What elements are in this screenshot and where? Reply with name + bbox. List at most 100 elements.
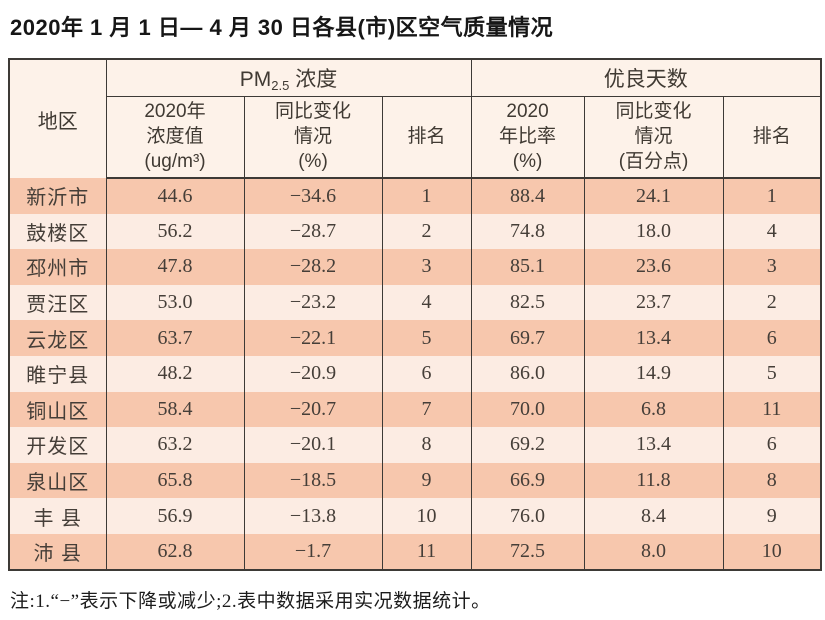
- value-cell: −28.2: [243, 249, 382, 285]
- value-cell: 76.0: [470, 498, 585, 534]
- value-cell: −20.7: [243, 391, 382, 428]
- value-cell: 70.0: [470, 391, 585, 428]
- air-quality-table: 地区 PM2.5 浓度 优良天数 2020年 浓度值 (ug/m³) 同比变化 …: [8, 58, 823, 571]
- pm25-label-subscript: 2.5: [271, 77, 290, 93]
- value-cell: 63.7: [105, 320, 244, 356]
- subheader-pm-value: 2020年 浓度值 (ug/m³): [105, 96, 244, 179]
- value-cell: 47.8: [105, 249, 244, 285]
- value-cell: −23.2: [243, 284, 382, 321]
- subheader-pm-rank: 排名: [381, 96, 472, 179]
- value-cell: 66.9: [470, 462, 585, 499]
- value-cell: 56.2: [105, 213, 244, 250]
- table-row: 开发区 63.2 −20.1 8 69.2 13.4 6: [8, 427, 822, 463]
- value-cell: 13.4: [583, 427, 724, 463]
- table-row: 睢宁县 48.2 −20.9 6 86.0 14.9 5: [8, 355, 822, 392]
- value-cell: 23.6: [583, 249, 724, 285]
- value-cell: 85.1: [470, 249, 585, 285]
- value-cell: 6.8: [583, 391, 724, 428]
- value-cell: 9: [381, 462, 472, 499]
- value-cell: 3: [381, 249, 472, 285]
- region-cell: 云龙区: [8, 320, 106, 356]
- table-row: 云龙区 63.7 −22.1 5 69.7 13.4 6: [8, 320, 822, 356]
- region-cell: 睢宁县: [8, 355, 106, 392]
- value-cell: 14.9: [583, 355, 724, 392]
- header-sub-row: 2020年 浓度值 (ug/m³) 同比变化 情况 (%) 排名 2020 年比…: [9, 96, 822, 179]
- subheader-gd-ratio: 2020 年比率 (%): [470, 96, 585, 179]
- value-cell: 56.9: [105, 498, 244, 534]
- region-cell: 新沂市: [8, 178, 106, 214]
- value-cell: 1: [722, 178, 822, 214]
- value-cell: 69.7: [470, 320, 585, 356]
- value-cell: 74.8: [470, 213, 585, 250]
- value-cell: 10: [722, 533, 822, 570]
- table-row: 丰 县 56.9 −13.8 10 76.0 8.4 9: [8, 498, 822, 534]
- value-cell: 65.8: [105, 462, 244, 499]
- value-cell: 11.8: [583, 462, 724, 499]
- region-cell: 邳州市: [8, 249, 106, 285]
- pm25-label-prefix: PM: [239, 67, 272, 91]
- value-cell: −34.6: [243, 178, 382, 214]
- value-cell: 88.4: [470, 178, 585, 214]
- value-cell: 86.0: [470, 355, 585, 392]
- value-cell: 53.0: [105, 284, 244, 321]
- value-cell: 62.8: [105, 533, 244, 570]
- value-cell: 6: [722, 427, 822, 463]
- value-cell: 48.2: [105, 355, 244, 392]
- table-row: 鼓楼区 56.2 −28.7 2 74.8 18.0 4: [8, 213, 822, 250]
- subheader-gd-yoy-change: 同比变化 情况 (百分点): [583, 96, 724, 179]
- value-cell: 4: [722, 213, 822, 250]
- table-row: 贾汪区 53.0 −23.2 4 82.5 23.7 2: [8, 284, 822, 321]
- table-header: 地区 PM2.5 浓度 优良天数 2020年 浓度值 (ug/m³) 同比变化 …: [8, 59, 822, 179]
- region-cell: 开发区: [8, 427, 106, 463]
- header-region: 地区: [8, 59, 106, 178]
- value-cell: 6: [381, 355, 472, 392]
- region-cell: 泉山区: [8, 462, 106, 499]
- value-cell: −13.8: [243, 498, 382, 534]
- page-title: 2020年 1 月 1 日— 4 月 30 日各县(市)区空气质量情况: [10, 15, 554, 40]
- table-row: 邳州市 47.8 −28.2 3 85.1 23.6 3: [8, 249, 822, 285]
- value-cell: 11: [722, 391, 822, 428]
- value-cell: 72.5: [470, 533, 585, 570]
- subheader-gd-rank: 排名: [722, 96, 822, 179]
- value-cell: 3: [722, 249, 822, 285]
- region-cell: 鼓楼区: [8, 213, 106, 250]
- value-cell: 6: [722, 320, 822, 356]
- value-cell: −22.1: [243, 320, 382, 356]
- header-group-pm25: PM2.5 浓度: [105, 59, 472, 97]
- value-cell: −28.7: [243, 213, 382, 250]
- value-cell: 63.2: [105, 427, 244, 463]
- value-cell: 10: [381, 498, 472, 534]
- value-cell: 24.1: [583, 178, 724, 214]
- value-cell: 7: [381, 391, 472, 428]
- value-cell: 2: [381, 213, 472, 250]
- value-cell: −18.5: [243, 462, 382, 499]
- value-cell: 5: [722, 355, 822, 392]
- pm25-label-suffix: 浓度: [289, 67, 338, 91]
- region-cell: 沛 县: [8, 533, 106, 570]
- region-cell: 铜山区: [8, 391, 106, 428]
- subheader-pm-yoy-change: 同比变化 情况 (%): [243, 96, 382, 179]
- value-cell: 11: [381, 533, 472, 570]
- value-cell: 5: [381, 320, 472, 356]
- header-group-row: 地区 PM2.5 浓度 优良天数: [8, 59, 822, 178]
- table-row: 新沂市 44.6 −34.6 1 88.4 24.1 1: [8, 178, 822, 214]
- table-row: 铜山区 58.4 −20.7 7 70.0 6.8 11: [8, 391, 822, 428]
- value-cell: 23.7: [583, 284, 724, 321]
- table-row: 沛 县 62.8 −1.7 11 72.5 8.0 10: [8, 533, 822, 570]
- value-cell: 13.4: [583, 320, 724, 356]
- table-body: 新沂市 44.6 −34.6 1 88.4 24.1 1 鼓楼区 56.2 −28.7 2 74.8 1…: [8, 178, 822, 570]
- value-cell: 8: [722, 462, 822, 499]
- value-cell: 2: [722, 284, 822, 321]
- value-cell: 8: [381, 427, 472, 463]
- region-cell: 丰 县: [8, 498, 106, 534]
- value-cell: −20.9: [243, 355, 382, 392]
- value-cell: 4: [381, 284, 472, 321]
- value-cell: 69.2: [470, 427, 585, 463]
- value-cell: 8.0: [583, 533, 724, 570]
- header-group-good-days: 优良天数: [470, 59, 822, 97]
- value-cell: 1: [381, 178, 472, 214]
- value-cell: 8.4: [583, 498, 724, 534]
- value-cell: 18.0: [583, 213, 724, 250]
- value-cell: 82.5: [470, 284, 585, 321]
- footnote: 注:1.“−”表示下降或减少;2.表中数据采用实况数据统计。: [10, 590, 491, 612]
